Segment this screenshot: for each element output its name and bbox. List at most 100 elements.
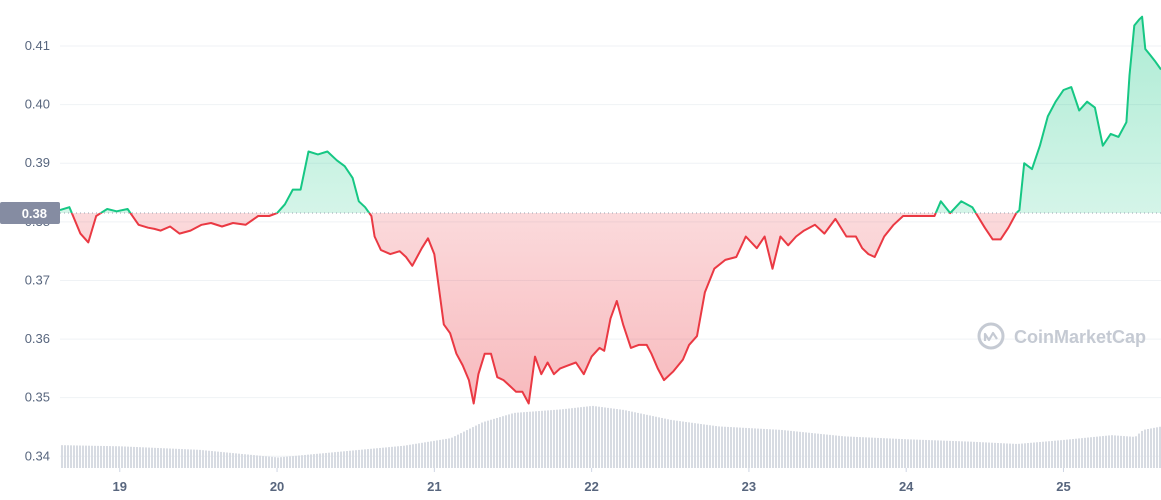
y-tick-label: 0.40 [25, 97, 50, 112]
volume-bar [103, 445, 105, 468]
volume-bar [109, 446, 111, 468]
volume-bar [847, 436, 849, 468]
volume-bar [679, 421, 681, 468]
volume-bar [535, 411, 537, 468]
volume-bar [166, 448, 168, 468]
volume-bar [880, 438, 882, 468]
volume-bar [376, 448, 378, 468]
volume-bar [256, 455, 258, 468]
volume-bar [139, 447, 141, 468]
volume-bar [919, 439, 921, 468]
volume-bar [1129, 436, 1131, 468]
volume-bar [316, 453, 318, 468]
price-area-up [60, 16, 1161, 214]
y-tick-label: 0.37 [25, 272, 50, 287]
volume-bar [937, 440, 939, 468]
volume-bar [658, 417, 660, 468]
volume-bar [727, 426, 729, 468]
volume-bar [499, 417, 501, 468]
volume-bar [703, 424, 705, 468]
volume-bar [1099, 436, 1101, 468]
volume-bar [487, 420, 489, 468]
volume-bar [319, 453, 321, 468]
volume-bar [247, 454, 249, 468]
volume-bar [64, 445, 66, 468]
volume-bar [877, 437, 879, 468]
volume-bar [811, 433, 813, 468]
volume-bar [673, 420, 675, 468]
volume-bar [733, 427, 735, 468]
volume-bars [61, 405, 1161, 468]
volume-bar [517, 412, 519, 468]
volume-bar [1114, 435, 1116, 468]
volume-bar [220, 451, 222, 468]
volume-bar [1006, 443, 1008, 468]
x-tick-label: 22 [584, 479, 598, 494]
volume-bar [541, 410, 543, 468]
volume-bar [670, 419, 672, 468]
volume-bar [226, 452, 228, 468]
volume-bar [445, 438, 447, 468]
volume-bar [151, 447, 153, 468]
volume-bar [931, 440, 933, 468]
volume-bar [454, 436, 456, 468]
volume-bar [1018, 443, 1020, 468]
price-area-down [60, 213, 1161, 404]
volume-bar [91, 445, 93, 468]
volume-bar [1000, 443, 1002, 468]
volume-bar [238, 453, 240, 468]
volume-bar [808, 432, 810, 468]
volume-bar [205, 450, 207, 468]
volume-bar [694, 423, 696, 468]
volume-bar [709, 425, 711, 468]
volume-bar [559, 409, 561, 468]
volume-bar [127, 446, 129, 468]
volume-bar [478, 424, 480, 468]
volume-bar [955, 441, 957, 468]
volume-bar [475, 425, 477, 468]
volume-bar [637, 412, 639, 468]
volume-bar [367, 449, 369, 468]
volume-bar [856, 436, 858, 468]
volume-bar [958, 441, 960, 468]
volume-bar [1036, 442, 1038, 468]
volume-bar [427, 441, 429, 468]
volume-bar [523, 412, 525, 468]
y-tick-label: 0.36 [25, 331, 50, 346]
price-area [60, 16, 1161, 404]
volume-bar [625, 410, 627, 468]
volume-bar [778, 429, 780, 468]
volume-bar [925, 439, 927, 468]
volume-bar [853, 436, 855, 468]
volume-bar [61, 445, 63, 468]
volume-bar [1063, 439, 1065, 468]
volume-bar [1123, 436, 1125, 468]
volume-bar [631, 411, 633, 468]
volume-bar [976, 441, 978, 468]
volume-bar [1027, 443, 1029, 468]
volume-bar [1126, 436, 1128, 468]
volume-bar [1132, 436, 1134, 468]
volume-bar [757, 428, 759, 468]
volume-bar [295, 455, 297, 468]
volume-bar [865, 437, 867, 468]
volume-bar [1075, 438, 1077, 468]
volume-bar [718, 426, 720, 468]
volume-bar [400, 445, 402, 468]
volume-bar [583, 406, 585, 468]
volume-bar [973, 441, 975, 468]
volume-bar [214, 451, 216, 468]
volume-bar [907, 439, 909, 468]
volume-bar [1039, 441, 1041, 468]
volume-bar [181, 449, 183, 468]
volume-bar [655, 416, 657, 468]
y-tick-label: 0.39 [25, 155, 50, 170]
volume-bar [571, 408, 573, 468]
volume-bar [823, 434, 825, 468]
volume-bar [340, 451, 342, 468]
volume-bar [241, 453, 243, 468]
volume-bar [796, 431, 798, 468]
volume-bar [892, 438, 894, 468]
volume-bar [532, 411, 534, 468]
volume-bar [448, 438, 450, 468]
